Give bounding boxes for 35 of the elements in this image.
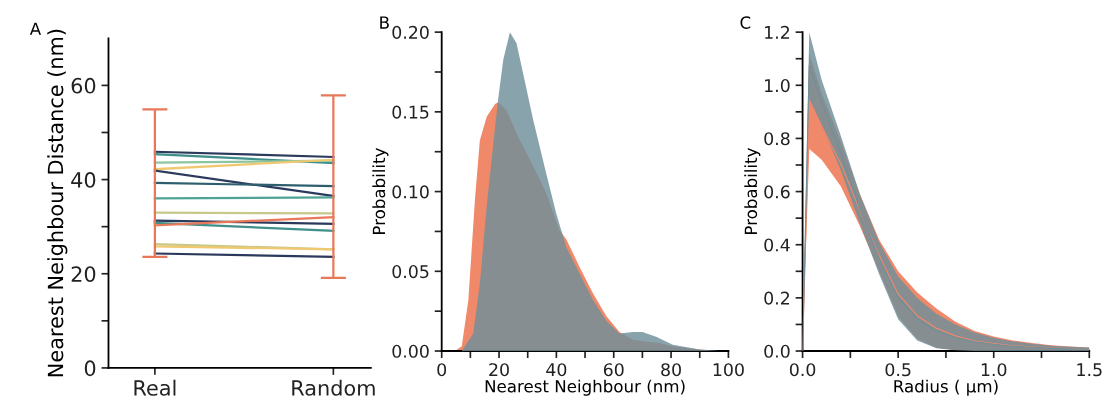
y-tick-label: 40 xyxy=(71,172,96,188)
x-tick-label: 1.0 xyxy=(981,363,1007,377)
x-tick-label: 20 xyxy=(489,363,509,377)
x-axis-title: Nearest Neighbour (nm) xyxy=(485,379,685,396)
x-tick-label: 0 xyxy=(437,363,447,377)
y-tick-label: 0.05 xyxy=(392,265,429,279)
chart-title: B xyxy=(380,16,389,29)
y-tick-label: 0.8 xyxy=(764,132,790,146)
x-tick-label: 0.5 xyxy=(885,363,911,377)
x-tick-label: 1.5 xyxy=(1077,363,1102,377)
chart-title: C xyxy=(740,16,751,29)
y-tick-label: 1.2 xyxy=(765,25,790,39)
x-tick-label: Random xyxy=(292,379,375,396)
y-tick-label: 0.20 xyxy=(392,25,429,39)
y-tick-label: 0.2 xyxy=(764,291,790,305)
x-tick-label: 100 xyxy=(713,363,744,377)
y-tick-label: 0.10 xyxy=(392,185,429,199)
chart-title: A xyxy=(29,22,42,35)
y-axis-title: Nearest Neighbour Distance (nm) xyxy=(47,29,68,377)
y-tick-label: 0.4 xyxy=(764,238,790,252)
y-tick-label: 0.15 xyxy=(392,105,429,119)
y-tick-label: 1.0 xyxy=(765,78,790,93)
y-tick-label: 20 xyxy=(71,266,96,282)
y-tick-label: 0.6 xyxy=(764,185,790,199)
x-axis-title: Radius ( μm) xyxy=(894,379,998,396)
y-tick-label: 0.00 xyxy=(392,344,429,358)
x-tick-label: 40 xyxy=(546,363,567,377)
y-tick-label: 0.0 xyxy=(764,344,790,358)
x-tick-label: 0.0 xyxy=(789,363,816,377)
y-axis-title: Probability xyxy=(744,148,761,234)
x-tick-label: 80 xyxy=(661,363,681,377)
y-tick-label: 60 xyxy=(71,77,96,94)
x-tick-label: 60 xyxy=(603,363,624,377)
y-axis-title: Probability xyxy=(372,148,389,234)
x-tick-label: Real xyxy=(134,379,176,396)
